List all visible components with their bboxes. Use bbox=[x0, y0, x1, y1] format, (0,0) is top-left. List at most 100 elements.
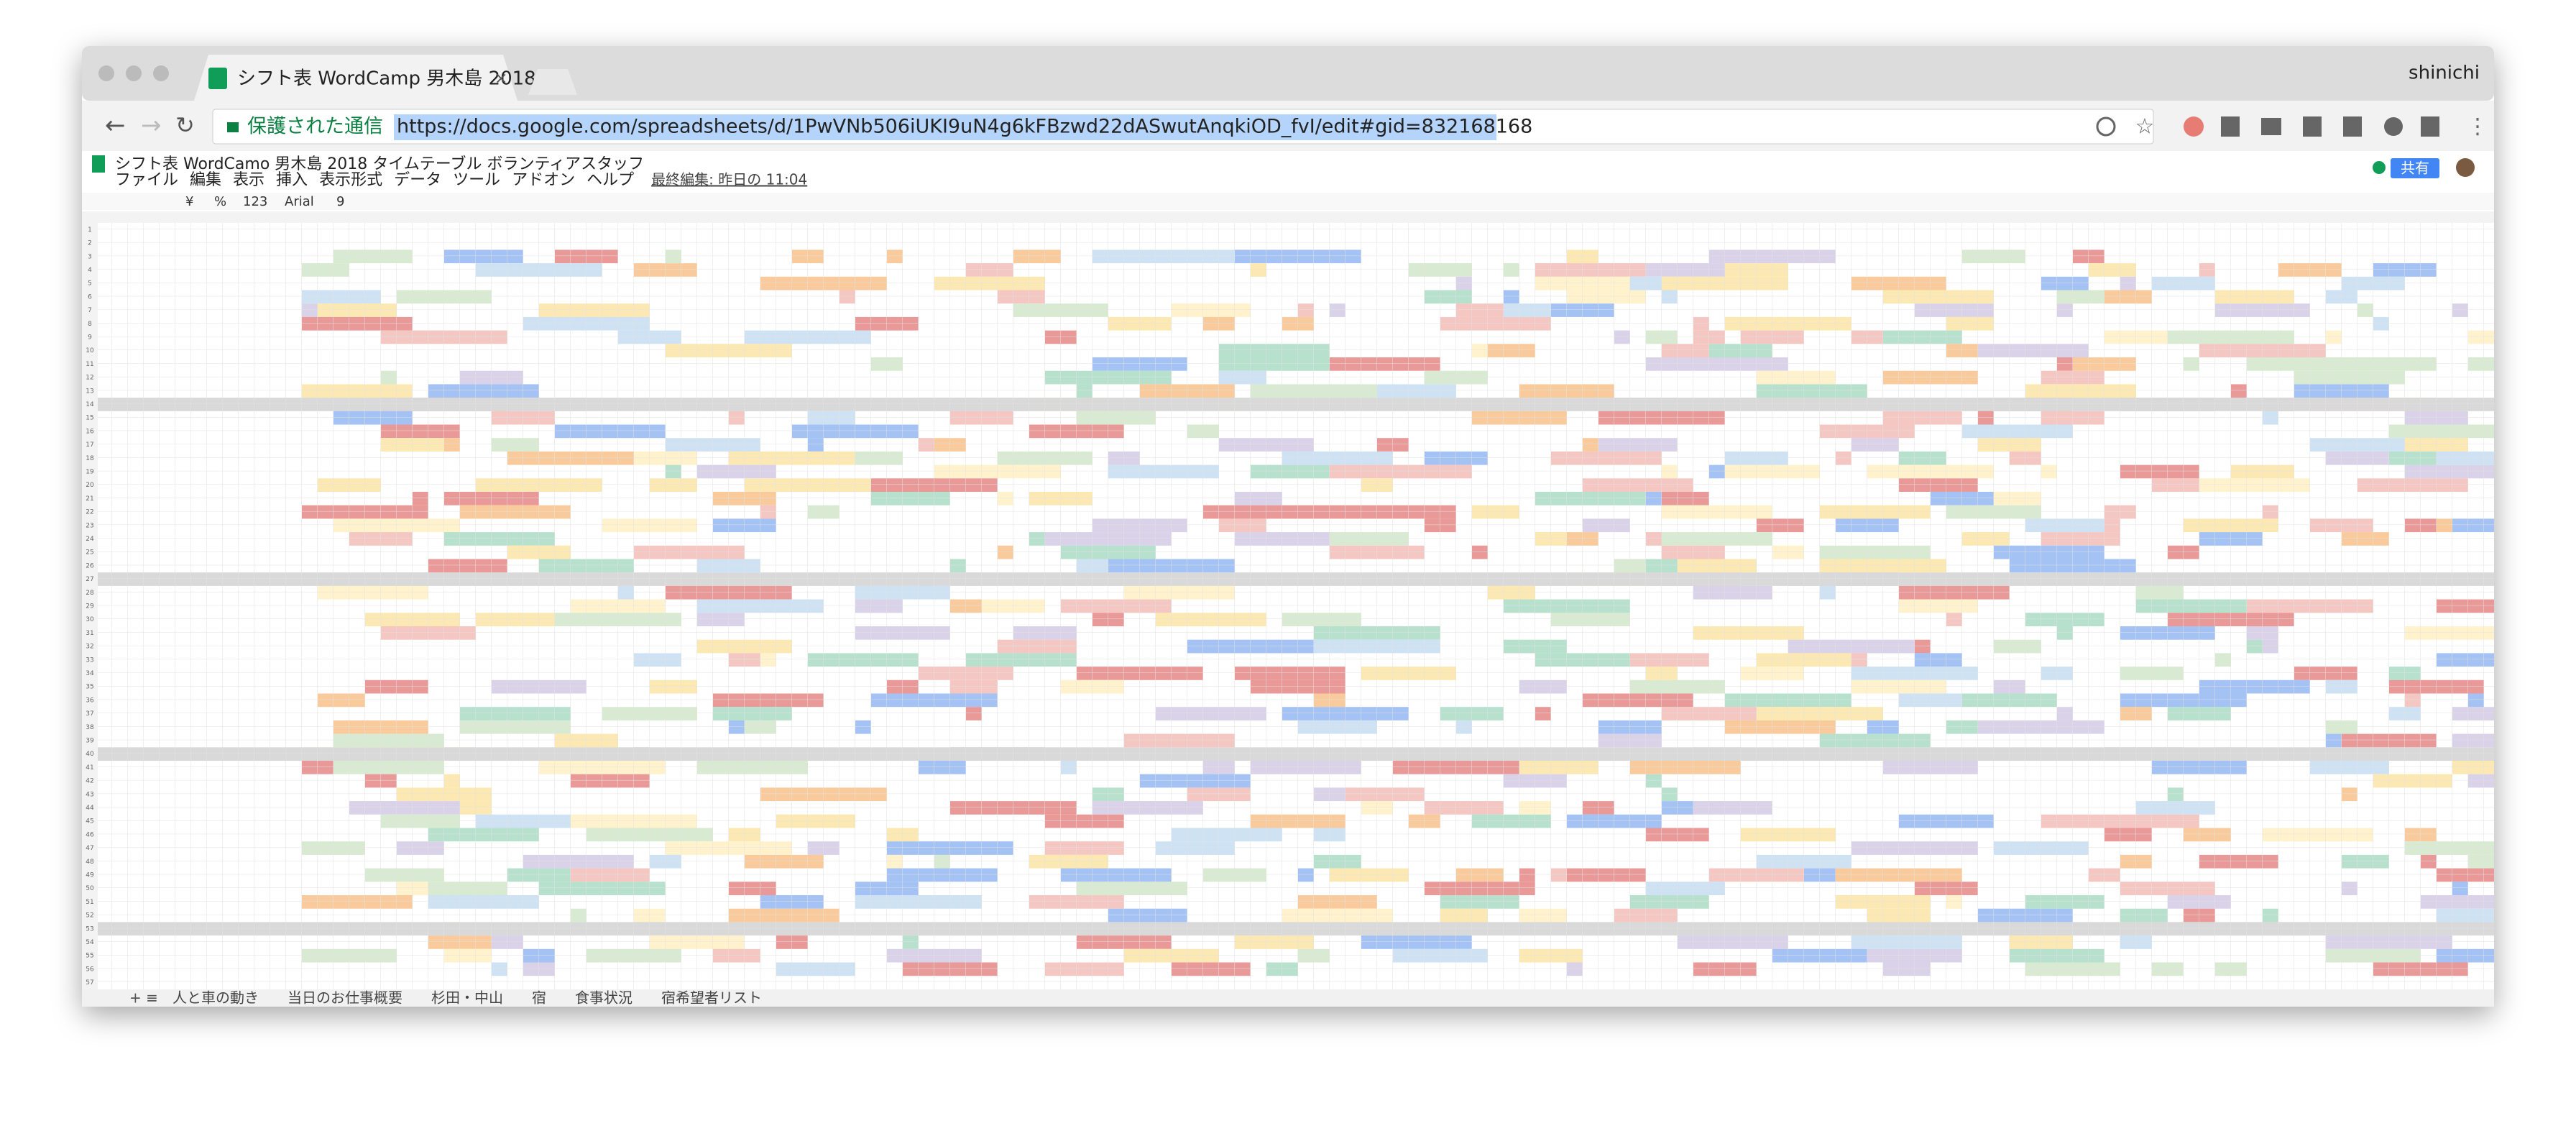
doc-title: シフト表 WordCamo 男木島 2018 タイムテーブル ボランティアスタッ… bbox=[115, 155, 644, 173]
row-number: 8 bbox=[88, 321, 92, 328]
share-button[interactable] bbox=[2391, 158, 2439, 178]
sheet-tab[interactable]: 当日のお仕事概要 bbox=[288, 989, 402, 1007]
window-button[interactable] bbox=[98, 65, 114, 81]
row-number: 54 bbox=[86, 939, 94, 946]
row-number: 16 bbox=[86, 428, 94, 435]
row-number: 49 bbox=[86, 871, 94, 879]
row-number: 45 bbox=[86, 818, 93, 825]
row-number: 53 bbox=[86, 925, 93, 933]
doc-icon bbox=[92, 155, 105, 173]
last-edit[interactable]: 最終編集: 昨日の 11:04 bbox=[651, 171, 807, 188]
url-selection bbox=[394, 114, 1496, 140]
menu-item[interactable]: データ bbox=[394, 171, 441, 189]
row-number: 40 bbox=[86, 751, 94, 758]
row-number: 48 bbox=[86, 859, 94, 866]
row-number: 15 bbox=[86, 415, 93, 422]
tab-title: シフト表 WordCamp 男木島 2018 bbox=[237, 68, 536, 90]
row-number: 14 bbox=[86, 401, 94, 408]
profile-name[interactable]: shinichi bbox=[2409, 63, 2480, 84]
window-button[interactable] bbox=[126, 65, 142, 81]
new-tab[interactable] bbox=[528, 69, 577, 95]
row-number: 32 bbox=[86, 644, 93, 651]
avatar[interactable] bbox=[2456, 158, 2475, 177]
svg-text:⋮: ⋮ bbox=[2467, 114, 2488, 139]
secure-label: 保護された通信 bbox=[247, 116, 383, 138]
row-number: 33 bbox=[86, 656, 93, 664]
row-number: 19 bbox=[86, 468, 94, 475]
sheet-tab[interactable]: 宿 bbox=[532, 989, 546, 1007]
back-button[interactable]: ← bbox=[105, 111, 126, 140]
row-number: 9 bbox=[88, 334, 92, 341]
tab-strip bbox=[82, 46, 2494, 101]
row-number: 13 bbox=[86, 388, 93, 395]
row-number: 38 bbox=[86, 724, 94, 731]
toolbar-item[interactable]: Arial bbox=[285, 194, 314, 209]
forward-button[interactable]: → bbox=[141, 111, 162, 140]
menu-item[interactable]: 表示形式 bbox=[319, 171, 382, 189]
row-number: 37 bbox=[86, 710, 93, 718]
sheet-tabs: 人と車の動き 当日のお仕事概要 杉田・中山 宿 食事状況 宿希望者リスト bbox=[172, 989, 762, 1007]
row-number: 6 bbox=[88, 293, 92, 301]
row-number: 36 bbox=[86, 697, 94, 704]
svg-text:☆: ☆ bbox=[2135, 114, 2155, 139]
row-number: 5 bbox=[88, 280, 92, 288]
toolbar-item[interactable]: 9 bbox=[336, 194, 344, 209]
row-number: 42 bbox=[86, 778, 93, 785]
row-number: 10 bbox=[86, 347, 94, 354]
toolbar-item[interactable]: 123 bbox=[243, 194, 267, 209]
window-button[interactable] bbox=[153, 65, 169, 81]
row-numbers: 1234567891011121314151617181920212223242… bbox=[86, 226, 94, 987]
row-number: 20 bbox=[86, 482, 94, 489]
toolbar-item[interactable]: ¥ bbox=[185, 194, 193, 209]
menu-item[interactable]: アドオン bbox=[512, 171, 575, 189]
reload-button[interactable]: ↻ bbox=[175, 111, 195, 139]
extension-icons: ☆ ⋮ bbox=[2096, 114, 2488, 139]
row-number: 44 bbox=[86, 805, 94, 812]
menu-item[interactable]: ツール bbox=[453, 171, 500, 189]
menu-item[interactable]: 挿入 bbox=[276, 171, 308, 189]
tab-close[interactable]: × bbox=[494, 70, 507, 88]
row-number: 26 bbox=[86, 562, 94, 569]
sheet-tab-bar bbox=[82, 989, 2494, 1007]
row-number: 24 bbox=[86, 536, 94, 543]
menu-item[interactable]: ファイル bbox=[115, 171, 178, 189]
row-number: 7 bbox=[88, 307, 92, 314]
row-number: 55 bbox=[86, 953, 93, 960]
share-label[interactable]: 共有 bbox=[2401, 160, 2429, 177]
status-icon bbox=[2373, 161, 2386, 174]
row-number: 35 bbox=[86, 684, 93, 691]
row-number: 56 bbox=[86, 966, 94, 973]
column-header bbox=[82, 211, 2494, 223]
row-number: 12 bbox=[86, 375, 93, 382]
menu-item[interactable]: 編集 bbox=[190, 171, 221, 189]
row-number: 11 bbox=[86, 361, 93, 368]
row-number: 22 bbox=[86, 509, 93, 516]
toolbar-item[interactable]: % bbox=[214, 194, 226, 209]
sheet-tab[interactable]: 人と車の動き bbox=[172, 989, 259, 1007]
row-number: 31 bbox=[86, 630, 93, 637]
row-number: 30 bbox=[86, 616, 94, 623]
row-number: 52 bbox=[86, 912, 93, 920]
sheet-tab[interactable]: 食事状況 bbox=[575, 989, 632, 1007]
url[interactable]: https://docs.google.com/spreadsheets/d/1… bbox=[397, 116, 1532, 138]
add-sheet[interactable]: + ≡ bbox=[129, 989, 158, 1007]
toolbar-items: ¥% 123 Arial 9 bbox=[185, 194, 344, 209]
sheet-tab[interactable]: 杉田・中山 bbox=[431, 989, 503, 1007]
menu-item[interactable]: 表示 bbox=[233, 171, 264, 189]
row-number: 27 bbox=[86, 576, 93, 583]
row-number: 46 bbox=[86, 831, 94, 838]
row-header bbox=[82, 223, 98, 989]
row-number: 41 bbox=[86, 764, 93, 772]
row-number: 17 bbox=[86, 441, 93, 449]
row-number: 25 bbox=[86, 549, 93, 557]
row-number: 3 bbox=[88, 253, 92, 260]
sheet-tab[interactable]: 宿希望者リスト bbox=[661, 989, 762, 1007]
row-number: 28 bbox=[86, 590, 94, 597]
row-number: 4 bbox=[88, 267, 92, 274]
row-number: 39 bbox=[86, 737, 94, 744]
menu-item[interactable]: ヘルプ bbox=[586, 171, 634, 189]
row-number: 18 bbox=[86, 455, 94, 462]
row-number: 2 bbox=[88, 240, 92, 247]
browser-tab[interactable] bbox=[194, 55, 518, 101]
row-number: 34 bbox=[86, 670, 94, 677]
